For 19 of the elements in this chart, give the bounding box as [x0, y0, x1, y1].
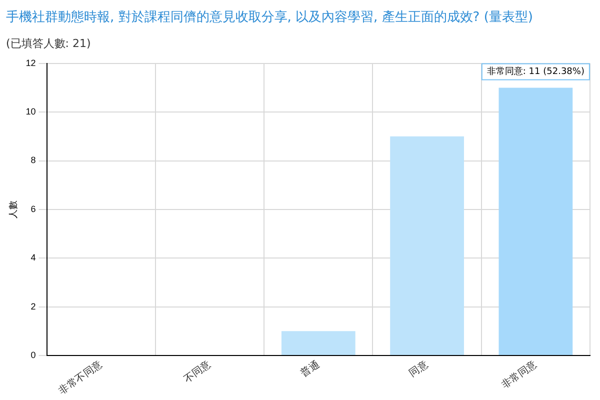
x-tick-label: 非常同意	[499, 358, 539, 392]
y-tick-label: 4	[30, 252, 36, 263]
bar	[390, 136, 464, 355]
y-tick-label: 6	[30, 204, 36, 214]
x-tick-label: 普通	[298, 358, 322, 380]
bar	[498, 88, 573, 355]
y-tick-label: 10	[26, 106, 36, 117]
x-tick-label: 不同意	[182, 358, 214, 386]
y-tick-label: 0	[30, 350, 36, 360]
y-tick-label: 2	[30, 301, 36, 312]
bar	[281, 331, 356, 355]
annotation: 非常同意: 11 (52.38%)	[486, 66, 584, 78]
y-tick-label: 8	[30, 155, 36, 166]
y-tick-label: 12	[26, 58, 36, 68]
x-tick-label: 同意	[407, 358, 430, 380]
chart-title: 手機社群動態時報, 對於課程同儕的意見收取分享, 以及內容學習, 產生正面的成效? (量表型)	[6, 9, 533, 26]
x-tick-label: 非常不同意	[56, 358, 104, 397]
y-axis-title: 人數	[8, 200, 18, 218]
chart-subtitle: (已填答人數: 21)	[6, 36, 91, 51]
